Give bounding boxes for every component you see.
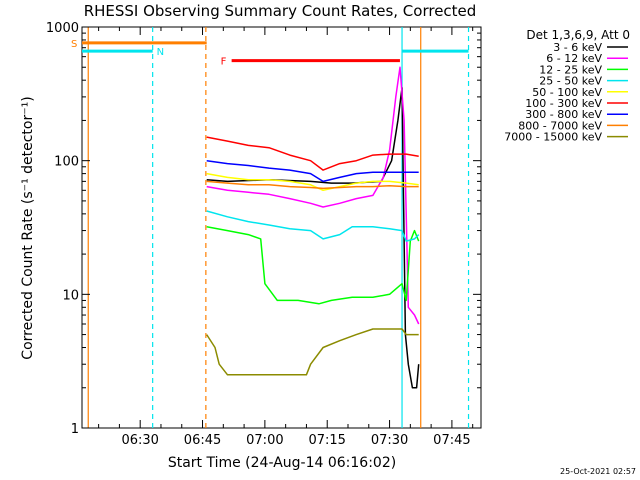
y-tick-label: 1000 — [46, 21, 79, 36]
y-axis-label: Corrected Count Rate (s⁻¹ detector⁻¹) — [20, 96, 36, 359]
legend-label: 12 - 25 keV — [539, 63, 602, 76]
legend-label: 50 - 100 keV — [532, 86, 602, 99]
y-tick-label: 100 — [54, 155, 79, 170]
flag-bars: S N F — [71, 39, 469, 68]
x-tick-label: 06:45 — [184, 433, 221, 448]
legend-label: 800 - 7000 keV — [518, 119, 602, 132]
y-axis: 1 10 100 1000 — [46, 21, 481, 437]
timestamp: 25-Oct-2021 02:57 — [560, 467, 636, 476]
series-line — [206, 210, 420, 242]
legend-label: 300 - 800 keV — [525, 108, 602, 121]
series-line — [206, 172, 419, 192]
legend-label: 3 - 6 keV — [553, 41, 602, 54]
series-lines — [206, 66, 420, 389]
series-line — [206, 159, 419, 183]
series-line — [206, 180, 419, 190]
x-tick-label: 07:00 — [246, 433, 283, 448]
x-tick-label: 06:30 — [121, 433, 158, 448]
x-tick-label: 07:45 — [433, 433, 470, 448]
y-tick-label: 10 — [62, 288, 79, 303]
event-lines — [87, 27, 470, 428]
series-line — [206, 328, 419, 376]
legend-label: 25 - 50 keV — [539, 75, 602, 88]
flag-label: S — [71, 39, 77, 50]
series-line — [206, 87, 420, 389]
legend-label: 7000 - 15000 keV — [504, 131, 602, 144]
legend-label: 100 - 300 keV — [525, 97, 602, 110]
chart-title: RHESSI Observing Summary Count Rates, Co… — [84, 2, 477, 20]
series-line — [206, 226, 420, 305]
x-tick-label: 07:30 — [371, 433, 408, 448]
y-tick-label: 1 — [71, 422, 79, 437]
flag-label: F — [221, 57, 227, 68]
flag-label: N — [157, 47, 164, 58]
plot-frame — [81, 26, 482, 429]
x-axis: 06:30 06:45 07:00 07:15 07:30 07:45 — [98, 27, 474, 448]
x-tick-label: 07:15 — [308, 433, 345, 448]
series-line — [206, 66, 420, 325]
x-axis-label: Start Time (24-Aug-14 06:16:02) — [168, 455, 396, 471]
legend-label: 6 - 12 keV — [546, 52, 602, 65]
series-line — [206, 136, 419, 171]
legend-title: Det 1,3,6,9, Att 0 — [526, 28, 630, 42]
